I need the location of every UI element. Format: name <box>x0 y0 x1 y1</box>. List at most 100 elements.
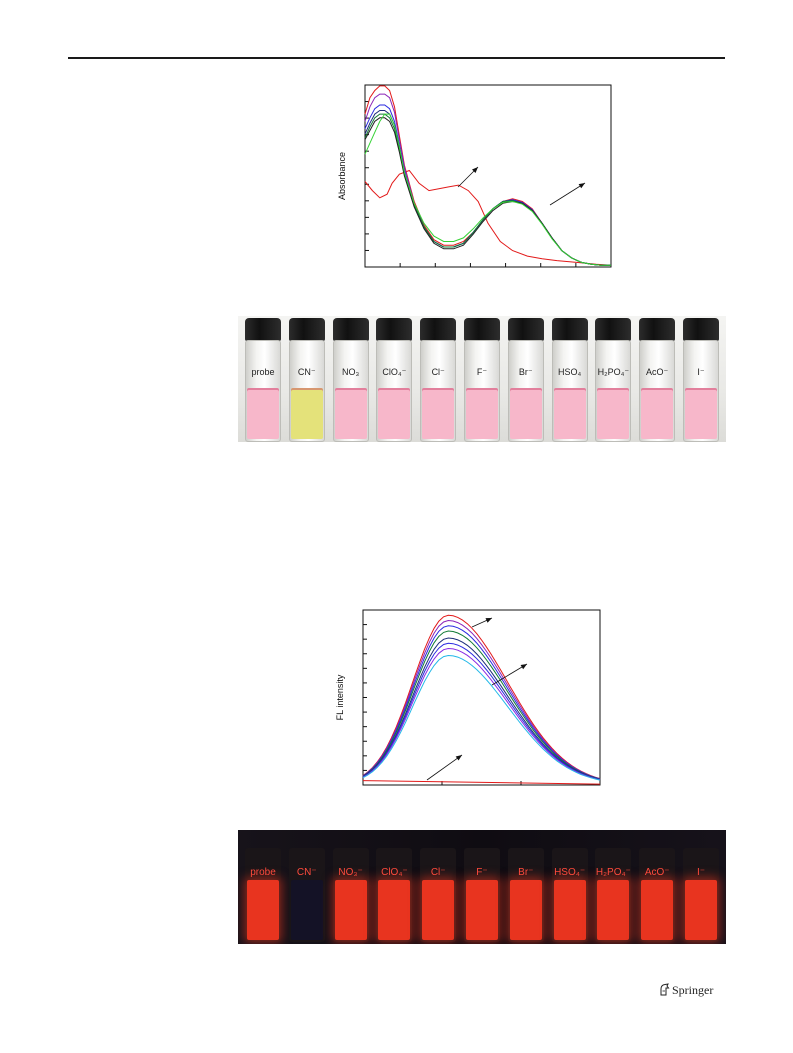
vial-label: NO₃⁻ <box>338 867 363 878</box>
vial-7: HSO₄ <box>551 318 588 442</box>
vial-solution <box>641 880 674 940</box>
vial-0: probe <box>245 830 281 944</box>
visible-light-vial-photo: probe CN⁻ NO₃ ClO₄⁻ Cl⁻ F⁻ Br⁻ HSO₄ H₂PO₄⁻ AcO⁻ I⁻ <box>238 316 726 442</box>
vial-cap <box>376 318 413 341</box>
absorbance-annotation-arrow-1 <box>549 182 586 206</box>
fluorescence-series-line-6 <box>362 642 601 781</box>
absorbance-plot-frame <box>364 84 612 268</box>
vial-cap <box>639 318 676 341</box>
absorbance-series-line-6 <box>364 117 611 266</box>
vial-label: Br⁻ <box>518 367 533 377</box>
vial-solution <box>247 880 279 940</box>
vial-solution <box>378 880 411 940</box>
vial-label: HSO₄⁻ <box>554 867 586 878</box>
fluorescence-plot-frame <box>362 609 601 786</box>
absorbance-annotation-arrowhead-1 <box>578 183 585 189</box>
uv-light-vial-photo: probe CN⁻ NO₃⁻ ClO₄⁻ Cl⁻ F⁻ Br⁻ HSO₄⁻ H₂PO₄⁻ AcO⁻… <box>238 830 726 944</box>
vial-5: F⁻ <box>464 318 500 442</box>
fluorescence-y-axis-label: FL intensity <box>335 674 345 720</box>
vial-label: H₂PO₄⁻ <box>597 367 630 377</box>
vial-label: H₂PO₄⁻ <box>595 867 631 878</box>
vial-label: NO₃ <box>342 367 360 377</box>
vial-8: H₂PO₄⁻ <box>595 830 632 944</box>
vial-cap <box>683 318 719 341</box>
absorbance-series-line-7 <box>364 113 611 266</box>
vial-7: HSO₄⁻ <box>551 830 588 944</box>
vial-cap <box>420 318 457 341</box>
vial-cap <box>551 318 588 341</box>
fluorescence-series-line-1 <box>362 614 601 780</box>
fluorescence-series-line-8 <box>362 654 601 781</box>
vial-6: Br⁻ <box>507 830 544 944</box>
vial-cap <box>507 318 544 341</box>
fluorescence-annotation-arrowhead-0 <box>485 618 492 623</box>
vial-solution <box>290 880 323 940</box>
vial-3: ClO₄⁻ <box>376 318 413 442</box>
absorbance-series-line-2 <box>364 93 611 266</box>
absorbance-chart-svg: Absorbance <box>337 84 612 268</box>
vial-label: Cl⁻ <box>431 367 445 377</box>
vial-cap <box>464 318 500 341</box>
fluorescence-series-line-5 <box>362 637 601 780</box>
springer-horse-icon <box>660 983 670 996</box>
vial-label: HSO₄ <box>558 367 582 377</box>
absorbance-annotation-arrowhead-0 <box>471 167 478 174</box>
vial-label: ClO₄⁻ <box>381 867 408 878</box>
header-rule <box>68 57 725 59</box>
absorbance-series-line-4 <box>364 110 611 266</box>
vial-label: Br⁻ <box>518 867 534 878</box>
vial-solution <box>641 388 674 439</box>
vial-label: I⁻ <box>696 867 706 878</box>
vial-solution <box>597 880 630 940</box>
vial-solution <box>553 880 586 940</box>
vial-0: probe <box>245 318 281 442</box>
vial-label: AcO⁻ <box>644 867 670 878</box>
vial-2: NO₃ <box>332 318 369 442</box>
fluorescence-chart: FL intensity <box>322 605 612 795</box>
fluorescence-chart-svg: FL intensity <box>335 609 601 786</box>
vial-label: AcO⁻ <box>646 367 669 377</box>
fluorescence-series-line-7 <box>362 647 601 781</box>
vial-solution <box>378 388 411 439</box>
vial-solution <box>509 880 542 940</box>
fluorescence-annotation-arrowhead-1 <box>520 664 527 670</box>
vial-solution <box>247 388 279 439</box>
absorbance-y-axis-label: Absorbance <box>337 152 347 200</box>
vial-solution <box>466 388 498 439</box>
vial-1: CN⁻ <box>288 318 325 442</box>
vial-label: ClO₄⁻ <box>382 367 407 377</box>
vial-solution <box>290 388 323 439</box>
vial-solution <box>422 880 455 940</box>
vial-solution <box>685 388 717 439</box>
vial-9: AcO⁻ <box>639 830 676 944</box>
vial-solution <box>334 388 367 439</box>
vial-label: CN⁻ <box>297 367 316 377</box>
vial-8: H₂PO₄⁻ <box>595 318 632 442</box>
vial-2: NO₃⁻ <box>332 830 369 944</box>
vial-label: CN⁻ <box>296 867 317 878</box>
vial-10: I⁻ <box>683 830 719 944</box>
vial-3: ClO₄⁻ <box>376 830 413 944</box>
absorbance-series-line-0 <box>364 169 612 266</box>
vial-cap <box>288 318 325 341</box>
vial-label: probe <box>251 367 275 377</box>
fluorescence-annotation-arrowhead-2 <box>455 755 462 761</box>
vial-solution <box>597 388 630 439</box>
vial-label: F⁻ <box>476 367 488 377</box>
fluorescence-annotation-arrow-1 <box>491 663 528 686</box>
vial-solution <box>553 388 586 439</box>
vial-9: AcO⁻ <box>639 318 676 442</box>
absorbance-series-line-1 <box>364 85 611 266</box>
vial-4: Cl⁻ <box>420 318 457 442</box>
vial-10: I⁻ <box>683 318 719 442</box>
fluorescence-series-line-0 <box>362 780 601 785</box>
absorbance-chart: Absorbance <box>330 80 620 275</box>
vial-solution <box>509 388 542 439</box>
vial-5: F⁻ <box>464 830 500 944</box>
vial-solution <box>685 880 717 940</box>
vial-label: Cl⁻ <box>430 867 446 878</box>
absorbance-series-line-3 <box>364 104 611 266</box>
publisher-name: Springer <box>672 983 714 997</box>
vial-label: probe <box>250 867 276 878</box>
vial-cap <box>332 318 369 341</box>
